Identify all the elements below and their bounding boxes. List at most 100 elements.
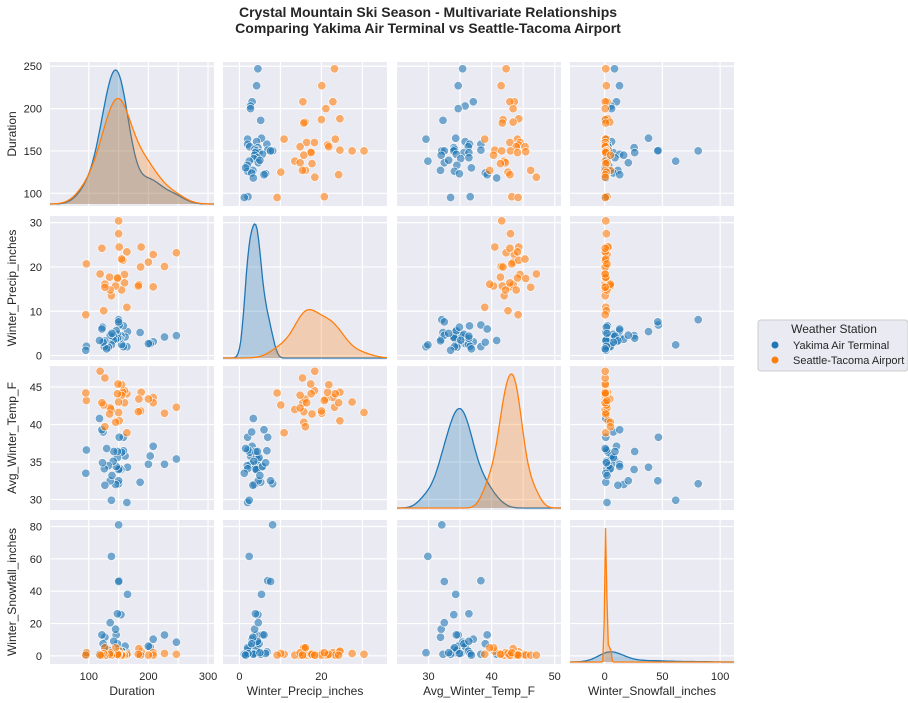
scatter-point-seattle-tacoma airport <box>485 165 495 175</box>
panel-winter-snowfall-inches-vs-avg-winter-temp-f: 30 40 50 Avg_Winter_Temp_F <box>397 520 561 698</box>
scatter-point-yakima air terminal <box>256 589 266 599</box>
scatter-point-seattle-tacoma airport <box>600 366 610 376</box>
kde-line-yakima air terminal <box>50 69 214 205</box>
scatter-point-seattle-tacoma airport <box>297 650 307 660</box>
scatter-point-yakima air terminal <box>614 81 624 91</box>
panel-background <box>397 216 561 360</box>
scatter-point-yakima air terminal <box>241 650 251 660</box>
scatter-point-seattle-tacoma airport <box>298 97 308 107</box>
scatter-point-seattle-tacoma airport <box>307 409 317 419</box>
scatter-point-yakima air terminal <box>600 344 610 354</box>
scatter-point-yakima air terminal <box>615 324 625 334</box>
panel-avg-winter-temp-f-vs-winter-precip-inches <box>223 366 387 510</box>
scatter-point-seattle-tacoma airport <box>306 379 316 389</box>
scatter-point-seattle-tacoma airport <box>297 373 307 383</box>
scatter-point-seattle-tacoma airport <box>335 416 345 426</box>
scatter-point-seattle-tacoma airport <box>513 193 523 203</box>
scatter-point-yakima air terminal <box>444 155 454 165</box>
scatter-point-seattle-tacoma airport <box>122 247 132 257</box>
scatter-point-seattle-tacoma airport <box>307 159 317 169</box>
legend-frame <box>757 319 908 372</box>
scatter-point-seattle-tacoma airport <box>133 281 143 291</box>
scatter-point-yakima air terminal <box>492 173 502 183</box>
scatter-point-yakima air terminal <box>437 520 447 530</box>
scatter-point-seattle-tacoma airport <box>330 389 340 399</box>
scatter-point-yakima air terminal <box>439 618 449 628</box>
scatter-point-yakima air terminal <box>107 470 117 480</box>
scatter-point-yakima air terminal <box>114 432 124 442</box>
panel-avg-winter-temp-f-vs-duration: 30 35 40 45 Avg_Winter_Temp_F <box>5 366 214 510</box>
scatter-point-seattle-tacoma airport <box>100 373 110 383</box>
scatter-point-seattle-tacoma airport <box>95 650 105 660</box>
scatter-point-yakima air terminal <box>123 589 133 599</box>
scatter-point-yakima air terminal <box>466 650 476 660</box>
scatter-point-seattle-tacoma airport <box>505 170 515 180</box>
scatter-point-yakima air terminal <box>435 165 445 175</box>
scatter-point-yakima air terminal <box>449 610 459 620</box>
scatter-point-yakima air terminal <box>653 476 663 486</box>
scatter-point-yakima air terminal <box>114 317 124 327</box>
scatter-point-yakima air terminal <box>464 331 474 341</box>
scatter-point-yakima air terminal <box>623 330 633 340</box>
scatter-point-seattle-tacoma airport <box>521 147 531 157</box>
scatter-point-seattle-tacoma airport <box>605 150 615 160</box>
scatter-point-yakima air terminal <box>95 413 105 423</box>
scatter-point-seattle-tacoma airport <box>276 400 286 410</box>
scatter-point-yakima air terminal <box>81 345 91 355</box>
legend-marker-yakima <box>771 341 779 349</box>
scatter-point-seattle-tacoma airport <box>330 134 340 144</box>
scatter-point-seattle-tacoma airport <box>112 273 122 283</box>
scatter-point-seattle-tacoma airport <box>122 302 132 312</box>
scatter-point-seattle-tacoma airport <box>334 398 344 408</box>
scatter-point-seattle-tacoma airport <box>512 273 522 283</box>
scatter-point-yakima air terminal <box>252 81 262 91</box>
scatter-point-yakima air terminal <box>623 158 633 168</box>
scatter-point-yakima air terminal <box>444 648 454 658</box>
scatter-point-yakima air terminal <box>693 315 703 325</box>
scatter-point-yakima air terminal <box>244 551 254 561</box>
kde-area-seattle-tacoma airport <box>397 374 561 508</box>
scatter-point-seattle-tacoma airport <box>531 650 541 660</box>
y-tick-label: 20 <box>30 262 42 274</box>
scatter-point-yakima air terminal <box>464 636 474 646</box>
scatter-point-yakima air terminal <box>97 324 107 334</box>
y-tick-label: 30 <box>30 218 42 230</box>
scatter-point-seattle-tacoma airport <box>488 150 498 160</box>
scatter-point-seattle-tacoma airport <box>531 172 541 182</box>
scatter-point-yakima air terminal <box>247 427 257 437</box>
kde-line-yakima air terminal <box>397 407 561 509</box>
scatter-point-seattle-tacoma airport <box>520 254 530 264</box>
scatter-point-seattle-tacoma airport <box>295 403 305 413</box>
scatter-point-yakima air terminal <box>160 630 170 640</box>
scatter-point-yakima air terminal <box>600 443 610 453</box>
scatter-point-seattle-tacoma airport <box>95 269 105 279</box>
scatter-point-seattle-tacoma airport <box>279 134 289 144</box>
scatter-point-seattle-tacoma airport <box>521 273 531 283</box>
y-tick-label: 10 <box>30 306 42 318</box>
scatter-point-yakima air terminal <box>250 609 260 619</box>
scatter-point-seattle-tacoma airport <box>512 247 522 257</box>
scatter-point-yakima air terminal <box>421 134 431 144</box>
scatter-point-seattle-tacoma airport <box>321 104 331 114</box>
scatter-point-yakima air terminal <box>100 480 110 490</box>
scatter-point-seattle-tacoma airport <box>505 278 515 288</box>
scatter-point-yakima air terminal <box>451 630 461 640</box>
y-axis-label: Winter_Precip_inches <box>5 230 19 347</box>
scatter-point-seattle-tacoma airport <box>299 150 309 160</box>
scatter-point-yakima air terminal <box>454 648 464 658</box>
scatter-point-yakima air terminal <box>423 156 433 166</box>
scatter-point-yakima air terminal <box>466 344 476 354</box>
y-tick-label: 40 <box>30 420 42 432</box>
scatter-point-seattle-tacoma airport <box>272 388 282 398</box>
kde-line-seattle-tacoma airport <box>570 527 734 663</box>
x-axis-label: Winter_Precip_inches <box>247 684 364 698</box>
panel-background <box>50 520 214 664</box>
scatter-point-seattle-tacoma airport <box>500 285 510 295</box>
scatter-point-yakima air terminal <box>160 332 170 342</box>
scatter-point-seattle-tacoma airport <box>97 398 107 408</box>
scatter-point-seattle-tacoma airport <box>505 243 515 253</box>
scatter-point-yakima air terminal <box>615 461 625 471</box>
scatter-point-seattle-tacoma airport <box>114 216 124 226</box>
